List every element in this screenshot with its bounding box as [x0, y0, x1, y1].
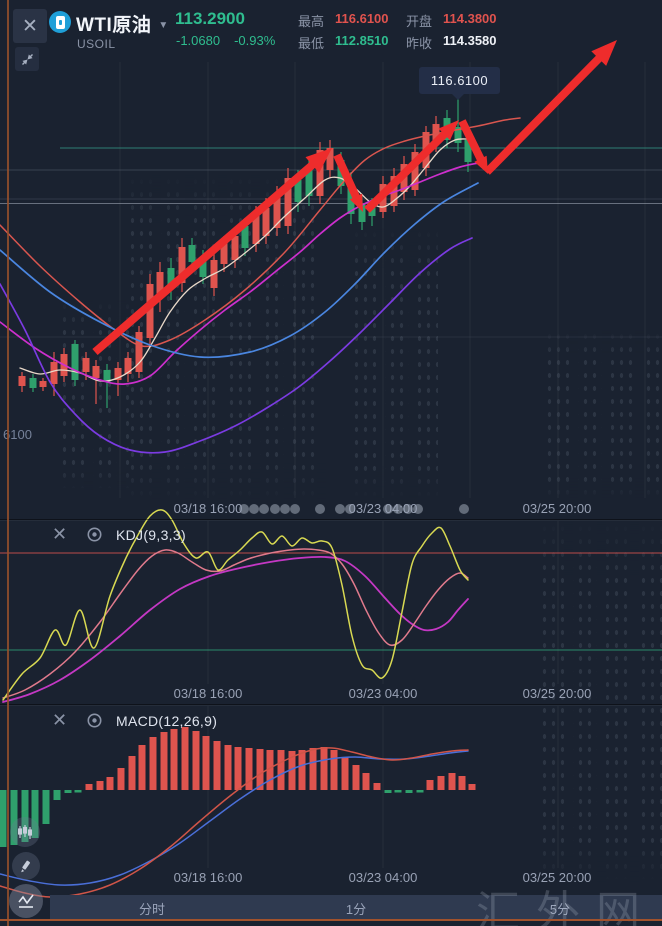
axis-price-label: 6100: [3, 427, 32, 442]
kdj-time-axis: 03/18 16:00 03/23 04:00 03/25 20:00: [0, 686, 662, 702]
stat-label-high: 最高: [298, 14, 325, 29]
draw-button[interactable]: [12, 852, 40, 880]
settings-icon: [87, 527, 102, 542]
instrument-logo: [49, 11, 71, 33]
session-gap-dots: [239, 504, 469, 514]
pencil-icon: [20, 860, 30, 872]
time-label: 03/25 20:00: [522, 686, 592, 701]
collapse-button[interactable]: [15, 47, 39, 71]
stat-value-low: 112.8510: [335, 33, 389, 48]
main-boll-lower-line: [0, 237, 473, 454]
line-chart-icon: [18, 894, 34, 908]
macd-time-axis: 03/18 16:00 03/23 04:00 03/25 20:00: [0, 870, 662, 886]
time-label: 03/18 16:00: [173, 686, 243, 701]
macd-close-button[interactable]: ✕: [52, 710, 68, 730]
main-boll-upper-line: [0, 117, 521, 348]
stat-value-prev-close: 114.3580: [443, 33, 497, 48]
close-button[interactable]: ✕: [13, 9, 47, 43]
stat-label-prev-close: 昨收: [406, 36, 433, 51]
stat-label-open: 开盘: [406, 14, 433, 29]
high-price-tooltip: 116.6100: [419, 67, 500, 100]
tab-timeframe-intraday[interactable]: 分时: [138, 901, 165, 917]
candlestick-icon: [18, 825, 33, 839]
timeframe-bar: 分时 1分 5分: [50, 895, 662, 921]
price-change-pct: -0.93%: [234, 33, 276, 48]
time-label: 03/23 04:00: [348, 870, 418, 885]
kdj-j-line: [2, 509, 469, 701]
line-chart-button[interactable]: [9, 884, 43, 918]
tab-timeframe-1min[interactable]: 1分: [345, 901, 367, 917]
stat-label-low: 最低: [298, 36, 325, 51]
time-label: 03/25 20:00: [522, 870, 592, 885]
macd-dea-line: [0, 747, 469, 898]
kdj-k-line: [2, 548, 469, 699]
main-ma10-line: [0, 162, 479, 385]
macd-panel: [0, 706, 559, 898]
instrument-symbol: USOIL: [77, 37, 116, 51]
macd-dif-line: [0, 750, 469, 886]
main-panel: [0, 40, 662, 514]
price-change-row: -1.0680 -0.93%: [176, 33, 275, 48]
page-title: WTI原油: [76, 15, 152, 36]
time-label: 03/23 04:00: [348, 686, 418, 701]
kdj-panel-header: ✕ KDJ(9,3,3): [52, 524, 186, 545]
macd-title: MACD(12,26,9): [116, 712, 218, 729]
kdj-title: KDJ(9,3,3): [116, 526, 186, 543]
settings-icon: [87, 713, 102, 728]
last-price: 113.2900: [175, 9, 245, 28]
time-label: 03/18 16:00: [173, 501, 243, 516]
price-change: -1.0680: [176, 33, 221, 48]
candle-chart-button[interactable]: [10, 817, 40, 847]
kdj-settings-button[interactable]: [86, 526, 103, 543]
instrument-selector[interactable]: WTI原油 ▼: [76, 10, 168, 37]
kdj-panel: [0, 509, 662, 703]
main-time-axis: 03/18 16:00 03/23 04:00 03/25 20:00: [0, 501, 662, 517]
stat-value-open: 114.3800: [443, 11, 497, 26]
chevron-down-icon: ▼: [158, 19, 169, 31]
macd-histogram: [0, 727, 476, 847]
time-label: 03/23 04:00: [348, 501, 418, 516]
time-label: 03/18 16:00: [173, 870, 243, 885]
stat-value-high: 116.6100: [335, 11, 389, 26]
time-label: 03/25 20:00: [522, 501, 592, 516]
macd-settings-button[interactable]: [86, 712, 103, 729]
main-ma30-line: [0, 182, 479, 359]
collapse-icon: [21, 53, 33, 65]
close-icon: ✕: [22, 15, 38, 37]
macd-panel-header: ✕ MACD(12,26,9): [52, 710, 217, 731]
kdj-close-button[interactable]: ✕: [52, 524, 68, 544]
kdj-d-line: [2, 555, 469, 703]
trend-arrows: [92, 40, 617, 356]
tab-timeframe-5min[interactable]: 5分: [549, 901, 571, 917]
